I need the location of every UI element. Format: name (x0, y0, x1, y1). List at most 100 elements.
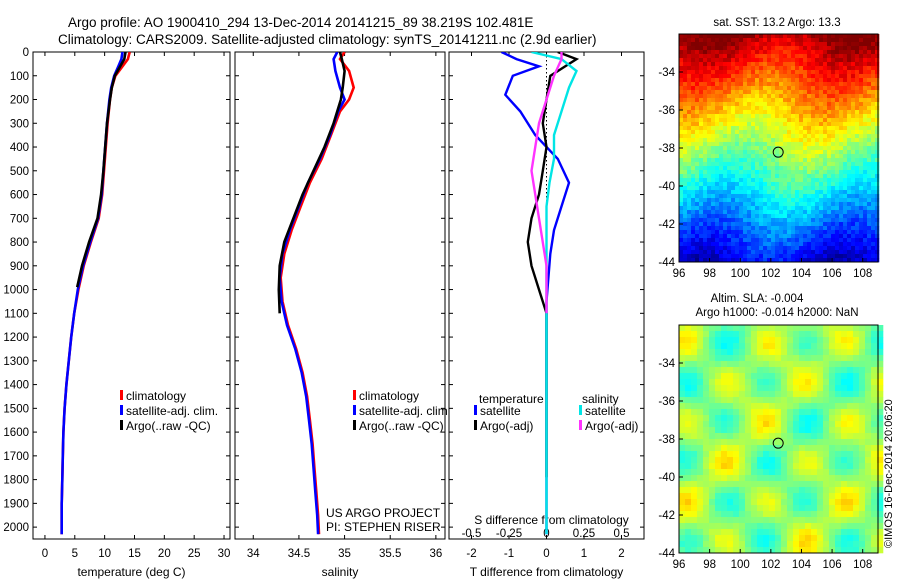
map-cell (867, 126, 872, 131)
map-cell (711, 178, 716, 183)
map-cell (877, 349, 884, 356)
map-x-tick-label: 108 (853, 559, 872, 571)
map-cell (735, 146, 740, 151)
map-cell (775, 451, 782, 458)
map-cell (695, 50, 700, 55)
map-cell (807, 86, 812, 91)
map-cell (877, 493, 884, 500)
map-cell (695, 38, 700, 43)
map-cell (807, 66, 812, 71)
map-cell (715, 397, 722, 404)
map-cell (695, 42, 700, 47)
map-cell (793, 325, 800, 332)
map-cell (751, 511, 758, 518)
map-cell (795, 54, 800, 59)
map-cell (759, 50, 764, 55)
map-cell (807, 106, 812, 111)
map-cell (817, 445, 824, 452)
map-cell (839, 74, 844, 79)
map-cell (835, 547, 842, 554)
map-cell (745, 529, 752, 536)
map-cell (775, 154, 780, 159)
map-cell (807, 150, 812, 155)
y-tick-label: 200 (10, 95, 29, 107)
map-cell (859, 94, 864, 99)
map-cell (743, 206, 748, 211)
map-cell (843, 46, 848, 51)
map-cell (711, 242, 716, 247)
map-cell (811, 114, 816, 119)
x-tick-label: 30 (218, 548, 231, 560)
map-cell (679, 427, 686, 434)
map-cell (691, 162, 696, 167)
map-cell (763, 130, 768, 135)
map-cell (831, 254, 836, 259)
map-cell (709, 505, 716, 512)
map-cell (819, 130, 824, 135)
map-cell (805, 415, 812, 422)
map-cell (787, 367, 794, 374)
map-cell (795, 158, 800, 163)
map-cell (691, 142, 696, 147)
map-cell (697, 487, 704, 494)
map-cell (739, 463, 746, 470)
map-cell (733, 433, 740, 440)
map-cell (851, 126, 856, 131)
map-cell (791, 38, 796, 43)
map-cell (721, 385, 728, 392)
map-cell (779, 110, 784, 115)
map-cell (819, 210, 824, 215)
map-cell (811, 58, 816, 63)
map-cell (743, 218, 748, 223)
map-cell (803, 118, 808, 123)
map-cell (727, 170, 732, 175)
map-cell (763, 343, 770, 350)
map-cell (875, 134, 880, 139)
map-cell (775, 439, 782, 446)
map-cell (839, 50, 844, 55)
map-cell (847, 218, 852, 223)
map-cell (709, 493, 716, 500)
map-cell (763, 134, 768, 139)
map-cell (805, 367, 812, 374)
legend-swatch (120, 390, 123, 400)
map-cell (715, 511, 722, 518)
map-cell (793, 505, 800, 512)
map-cell (767, 222, 772, 227)
map-cell (863, 94, 868, 99)
map-cell (799, 86, 804, 91)
map-cell (707, 154, 712, 159)
map-cell (715, 114, 720, 119)
map-cell (691, 421, 698, 428)
map-cell (877, 385, 884, 392)
map-cell (691, 138, 696, 143)
map-cell (835, 54, 840, 59)
map-cell (757, 517, 764, 524)
map-cell (799, 475, 806, 482)
map-cell (793, 475, 800, 482)
map-cell (745, 469, 752, 476)
map-cell (707, 82, 712, 87)
map-cell (743, 250, 748, 255)
map-cell (817, 493, 824, 500)
map-cell (787, 62, 792, 67)
map-cell (835, 397, 842, 404)
map-cell (787, 451, 794, 458)
map-cell (819, 246, 824, 251)
map-cell (699, 158, 704, 163)
map-cell (767, 102, 772, 107)
map-cell (685, 517, 692, 524)
map-cell (823, 126, 828, 131)
map-cell (775, 337, 782, 344)
map-cell (851, 138, 856, 143)
map-cell (855, 258, 860, 263)
map-cell (691, 403, 698, 410)
map-cell (805, 391, 812, 398)
map-cell (745, 541, 752, 548)
map-cell (867, 174, 872, 179)
map-cell (831, 90, 836, 95)
map-cell (763, 541, 770, 548)
map-cell (739, 238, 744, 243)
map-cell (721, 499, 728, 506)
map-cell (757, 349, 764, 356)
